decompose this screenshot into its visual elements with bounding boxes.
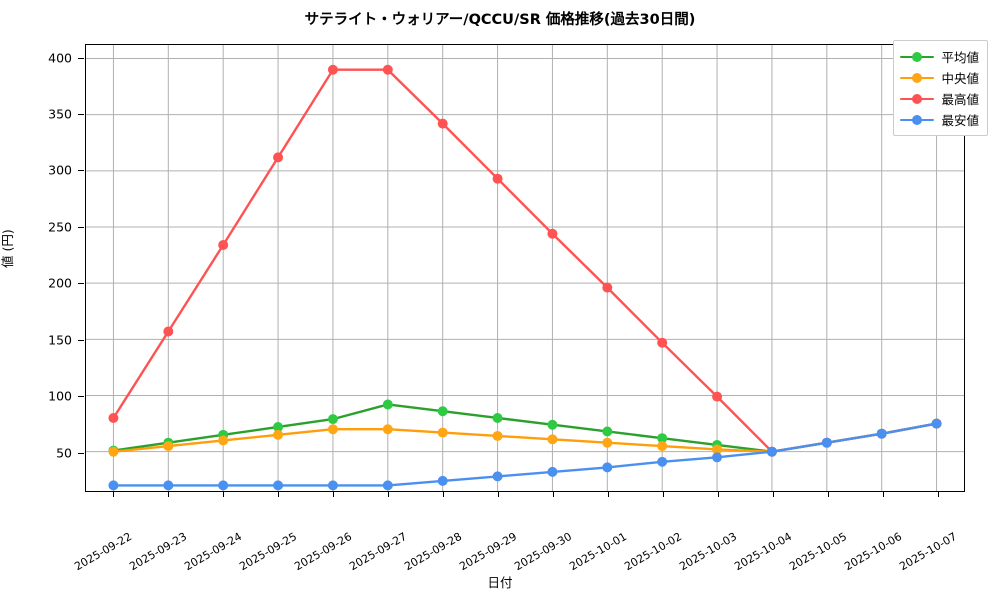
- x-tick-mark: [167, 492, 169, 497]
- y-tick-label: 350: [48, 106, 72, 122]
- legend-swatch-icon: [900, 114, 935, 126]
- x-tick-label: 2025-09-27: [346, 529, 409, 574]
- x-tick-mark: [222, 492, 224, 497]
- series-平均値: [108, 399, 942, 457]
- y-tick-label: 400: [48, 50, 72, 66]
- y-tick-label: 250: [48, 219, 72, 235]
- x-tick-mark: [662, 492, 664, 497]
- x-tick-mark: [442, 492, 444, 497]
- x-tick-mark: [112, 492, 114, 497]
- legend-item-最高値[interactable]: 最高値: [900, 88, 979, 109]
- y-tick-mark: [78, 226, 84, 228]
- legend-dot-icon: [912, 93, 923, 104]
- legend-swatch-icon: [900, 93, 935, 105]
- data-series-layer: [108, 64, 942, 491]
- y-tick-mark: [78, 452, 84, 454]
- x-tick-mark: [387, 492, 389, 497]
- x-tick-label: 2025-09-28: [401, 529, 464, 574]
- series-最安値: [108, 418, 942, 491]
- x-tick-label: 2025-10-03: [676, 529, 739, 574]
- x-tick-label: 2025-10-06: [841, 529, 904, 574]
- x-tick-label: 2025-10-07: [896, 529, 959, 574]
- legend-dot-icon: [912, 114, 923, 125]
- x-tick-label: 2025-10-02: [621, 529, 684, 574]
- y-tick-mark: [78, 396, 84, 398]
- x-tick-label: 2025-09-23: [126, 529, 189, 574]
- legend-label: 最安値: [941, 113, 979, 128]
- series-中央値: [108, 418, 942, 457]
- x-axis-title: 日付: [487, 575, 513, 590]
- x-tick-label: 2025-09-24: [181, 529, 244, 574]
- x-tick-mark: [827, 492, 829, 497]
- x-tick-label: 2025-09-29: [456, 529, 519, 574]
- x-tick-label: 2025-09-25: [236, 529, 299, 574]
- legend-item-平均値[interactable]: 平均値: [900, 46, 979, 67]
- y-tick-mark: [78, 283, 84, 285]
- x-tick-mark: [772, 492, 774, 497]
- x-tick-mark: [332, 492, 334, 497]
- grid-lines: [86, 45, 964, 491]
- legend-label: 最高値: [941, 92, 979, 107]
- x-tick-label: 2025-09-30: [511, 529, 574, 574]
- legend-swatch-icon: [900, 72, 935, 84]
- x-tick-label: 2025-10-05: [786, 529, 849, 574]
- x-tick-mark: [937, 492, 939, 497]
- y-tick-mark: [78, 113, 84, 115]
- y-tick-label: 150: [48, 332, 72, 348]
- x-tick-mark: [497, 492, 499, 497]
- y-tick-label: 100: [48, 388, 72, 404]
- chart-legend: 平均値中央値最高値最安値: [893, 40, 988, 136]
- legend-dot-icon: [912, 72, 923, 83]
- x-tick-mark: [882, 492, 884, 497]
- chart-title: サテライト・ウォリアー/QCCU/SR 価格推移(過去30日間): [304, 12, 696, 28]
- x-tick-mark: [277, 492, 279, 497]
- legend-item-最安値[interactable]: 最安値: [900, 109, 979, 130]
- legend-label: 平均値: [941, 50, 979, 65]
- x-tick-label: 2025-10-04: [731, 529, 794, 574]
- x-tick-mark: [552, 492, 554, 497]
- y-tick-label: 200: [48, 275, 72, 291]
- x-tick-label: 2025-09-26: [291, 529, 354, 574]
- legend-item-中央値[interactable]: 中央値: [900, 67, 979, 88]
- x-tick-mark: [607, 492, 609, 497]
- y-tick-label: 50: [56, 445, 72, 460]
- x-tick-label: 2025-09-22: [71, 529, 134, 574]
- y-tick-mark: [78, 170, 84, 172]
- y-axis-tick-labels: 50 100 150 200 250 300 350 400: [0, 44, 84, 492]
- x-tick-mark: [717, 492, 719, 497]
- plot-area: [85, 44, 965, 492]
- legend-dot-icon: [912, 51, 923, 62]
- x-tick-label: 2025-10-01: [566, 529, 629, 574]
- legend-swatch-icon: [900, 51, 935, 63]
- legend-label: 中央値: [941, 71, 979, 86]
- y-tick-mark: [78, 57, 84, 59]
- y-tick-label: 300: [48, 162, 72, 178]
- x-axis-tick-labels: 2025-09-22 2025-09-23 2025-09-24 2025-09-25…: [72, 492, 965, 574]
- y-tick-mark: [78, 339, 84, 341]
- series-最高値: [108, 64, 942, 457]
